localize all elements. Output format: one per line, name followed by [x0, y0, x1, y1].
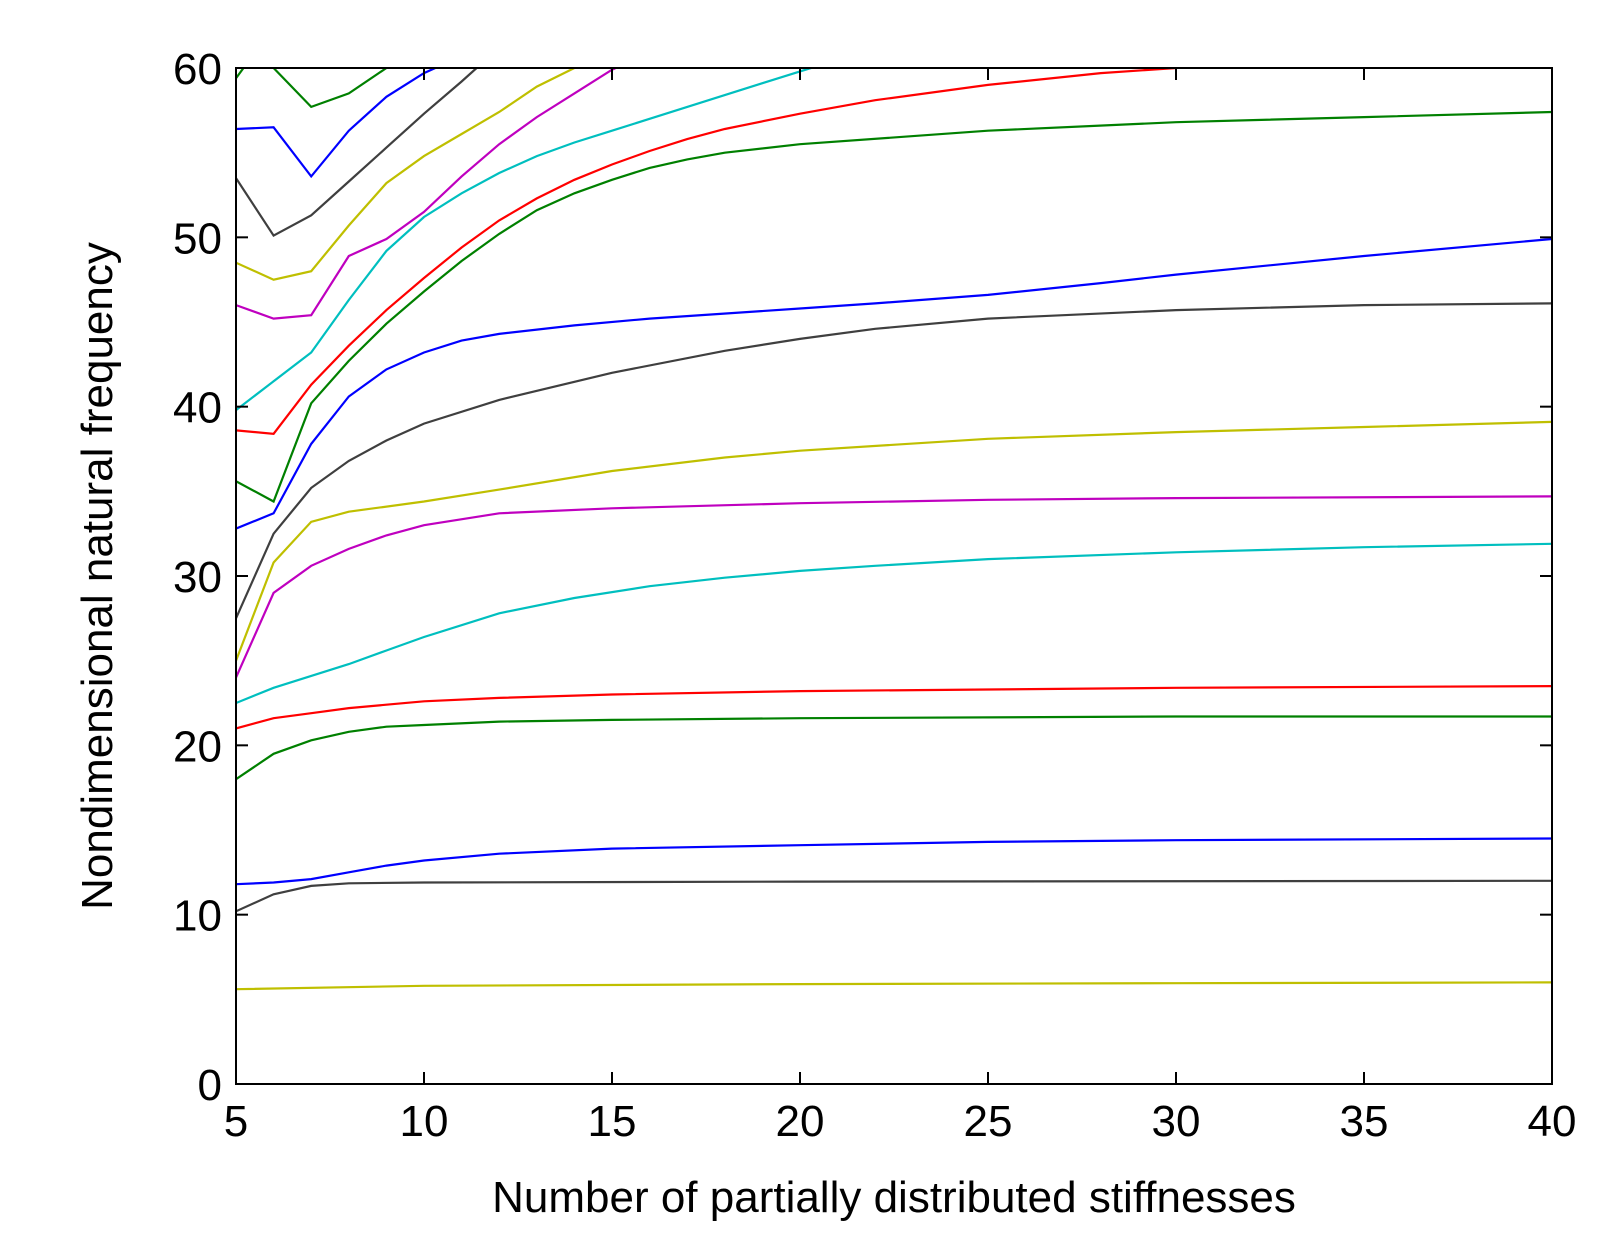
series-line-mode-8	[236, 420, 1552, 662]
series-line-mode-19	[236, 68, 245, 79]
y-tick-label-50: 50	[173, 214, 222, 263]
series-line-mode-9	[236, 302, 1552, 619]
series-line-mode-1	[236, 981, 1552, 991]
x-tick-label-20: 20	[776, 1097, 825, 1146]
series-line-mode-7	[236, 495, 1552, 679]
y-tick-label-10: 10	[173, 892, 222, 941]
series-line-mode-13	[236, 68, 812, 411]
series-line-mode-2	[236, 879, 1552, 913]
series-line-mode-10	[236, 237, 1552, 530]
y-tick-label-60: 60	[173, 45, 222, 94]
plot-frame	[235, 67, 1553, 1085]
x-tick-label-5: 5	[224, 1097, 248, 1146]
series-line-mode-5	[236, 684, 1552, 730]
series-line-mode-14	[236, 68, 617, 320]
y-axis-title: Nondimensional natural frequency	[73, 242, 122, 910]
tick-layer: 5 10 15 20 25 30 35 40 0 10 20 30 40 50 60	[173, 45, 1576, 1146]
series-line-mode-11	[236, 110, 1552, 504]
x-tick-label-15: 15	[588, 1097, 637, 1146]
series-line-mode-15	[236, 68, 575, 281]
series-line-mode-4	[236, 715, 1552, 781]
series-line-mode-12	[236, 68, 1177, 435]
y-tick-label-0: 0	[198, 1061, 222, 1110]
series-line-mode-3	[236, 837, 1552, 886]
series-line-mode-6	[236, 542, 1552, 705]
x-tick-label-25: 25	[964, 1097, 1013, 1146]
y-tick-label-30: 30	[173, 553, 222, 602]
x-tick-label-10: 10	[400, 1097, 449, 1146]
y-tick-label-40: 40	[173, 384, 222, 433]
series-line-mode-18	[272, 68, 388, 109]
series-layer	[236, 68, 1552, 991]
x-tick-label-40: 40	[1528, 1097, 1577, 1146]
series-line-mode-16	[236, 68, 478, 238]
x-axis-title: Number of partially distributed stiffnes…	[492, 1173, 1296, 1222]
x-tick-label-30: 30	[1152, 1097, 1201, 1146]
x-tick-label-35: 35	[1340, 1097, 1389, 1146]
y-tick-label-20: 20	[173, 722, 222, 771]
